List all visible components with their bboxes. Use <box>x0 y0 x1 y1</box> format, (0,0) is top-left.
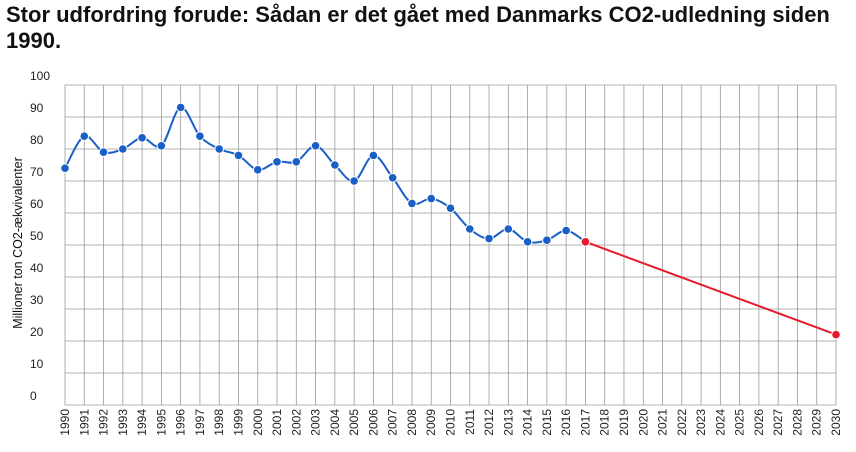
historical-data-point <box>310 141 321 151</box>
x-tick-label: 1991 <box>77 409 91 436</box>
x-tick-label: 2024 <box>713 409 727 436</box>
historical-data-point <box>542 235 552 245</box>
x-tick-label: 1992 <box>97 409 111 436</box>
x-tick-label: 2015 <box>540 409 554 436</box>
y-tick-label: 0 <box>30 389 37 403</box>
x-tick-label: 1996 <box>174 409 188 436</box>
historical-data-point <box>503 224 514 234</box>
target-data-point <box>831 329 841 340</box>
historical-data-point <box>349 176 359 186</box>
historical-data-point <box>233 150 244 161</box>
x-tick-label: 2028 <box>790 409 804 436</box>
historical-data-point <box>330 160 340 170</box>
historical-data-point <box>368 150 379 161</box>
historical-data-point <box>118 144 128 154</box>
x-tick-label: 2027 <box>771 409 785 436</box>
x-tick-label: 2009 <box>424 409 438 436</box>
historical-data-point <box>387 173 398 183</box>
y-tick-label: 100 <box>30 69 50 83</box>
x-tick-label: 2010 <box>444 409 458 436</box>
historical-data-point <box>445 203 456 213</box>
x-tick-label: 1997 <box>193 409 207 436</box>
historical-data-point <box>137 133 147 143</box>
y-tick-label: 30 <box>30 293 44 307</box>
x-tick-label: 2006 <box>366 409 380 436</box>
y-axis-label: Millioner ton CO2-ækvivalenter <box>11 157 25 329</box>
historical-data-point <box>156 141 167 151</box>
x-tick-label: 2026 <box>752 409 766 436</box>
x-tick-label: 2019 <box>617 409 631 436</box>
y-tick-label: 50 <box>30 229 44 243</box>
target-data-point <box>580 237 591 247</box>
historical-data-point <box>98 147 109 157</box>
x-tick-label: 2025 <box>733 409 747 436</box>
historical-data-point <box>175 102 186 113</box>
x-tick-label: 2017 <box>578 409 592 436</box>
x-tick-label: 1999 <box>231 409 245 436</box>
x-tick-label: 2030 <box>829 409 843 436</box>
x-tick-label: 2007 <box>386 409 400 436</box>
chart-title: Stor udfordring forude: Sådan er det gåe… <box>6 2 830 53</box>
x-tick-label: 2012 <box>482 409 496 436</box>
historical-data-point <box>252 165 263 175</box>
y-tick-label: 20 <box>30 325 44 339</box>
y-tick-label: 70 <box>30 165 44 179</box>
historical-data-point <box>484 233 494 244</box>
x-tick-label: 2000 <box>251 409 265 436</box>
x-tick-label: 2020 <box>636 409 650 436</box>
y-tick-label: 40 <box>30 261 44 275</box>
x-tick-label: 2002 <box>289 409 303 436</box>
x-tick-label: 2018 <box>598 409 612 436</box>
x-tick-label: 2003 <box>309 409 323 436</box>
historical-data-point <box>291 157 302 167</box>
historical-data-point <box>522 237 533 247</box>
x-tick-label: 1990 <box>58 409 72 436</box>
historical-data-point <box>272 157 282 167</box>
historical-data-point <box>60 163 70 173</box>
target-series-line <box>585 240 837 336</box>
x-tick-label: 2013 <box>501 409 515 436</box>
historical-data-point <box>79 131 90 141</box>
y-tick-label: 60 <box>30 197 44 211</box>
y-tick-label: 90 <box>30 101 44 115</box>
x-tick-labels: 1990 1991 1992 1993 1994 1995 1996 1997 1998 1999… <box>58 409 843 436</box>
x-tick-label: 2022 <box>675 409 689 436</box>
x-tick-label: 2001 <box>270 409 284 436</box>
historical-data-point <box>464 224 475 234</box>
x-tick-label: 1995 <box>154 409 168 436</box>
x-tick-label: 1998 <box>212 409 226 436</box>
y-tick-labels: 0 10 20 30 40 50 60 70 80 90 100 <box>30 69 50 403</box>
x-tick-label: 2008 <box>405 409 419 436</box>
x-tick-label: 2016 <box>559 409 573 436</box>
historical-series-line <box>64 106 586 244</box>
historical-data-point <box>407 198 417 209</box>
y-tick-label: 80 <box>30 133 44 147</box>
historical-data-point <box>195 131 205 141</box>
series-layer <box>60 102 841 340</box>
x-tick-label: 1993 <box>116 409 130 436</box>
x-tick-label: 2005 <box>347 409 361 436</box>
historical-data-point <box>426 193 437 204</box>
grid-lines <box>64 84 837 406</box>
x-tick-label: 2004 <box>328 409 342 436</box>
x-tick-label: 1994 <box>135 409 149 436</box>
x-tick-label: 2023 <box>694 409 708 436</box>
x-tick-label: 2014 <box>521 409 535 436</box>
x-tick-label: 2021 <box>656 409 670 436</box>
x-tick-label: 2029 <box>810 409 824 436</box>
historical-data-point <box>561 225 571 236</box>
historical-data-point <box>214 144 224 154</box>
x-tick-label: 2011 <box>463 409 477 435</box>
y-tick-label: 10 <box>30 357 44 371</box>
